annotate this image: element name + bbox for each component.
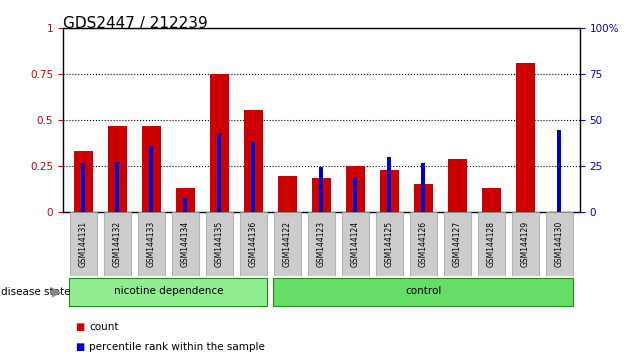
Bar [387,157,391,212]
Bar [353,177,357,212]
Bar [482,188,501,212]
Bar [278,176,297,212]
Text: GSM144133: GSM144133 [147,221,156,267]
Text: GSM144122: GSM144122 [283,221,292,267]
Text: GSM144132: GSM144132 [113,221,122,267]
FancyBboxPatch shape [444,212,471,276]
Bar [244,110,263,212]
FancyBboxPatch shape [375,212,403,276]
Bar [115,162,120,212]
FancyBboxPatch shape [206,212,233,276]
Text: GSM144136: GSM144136 [249,221,258,267]
Text: GSM144124: GSM144124 [351,221,360,267]
Bar [414,184,433,212]
Bar [108,126,127,212]
Text: GSM144129: GSM144129 [521,221,530,267]
FancyBboxPatch shape [138,212,165,276]
Text: GSM144131: GSM144131 [79,221,88,267]
Text: disease state: disease state [1,287,71,297]
Bar [251,142,255,212]
FancyBboxPatch shape [104,212,131,276]
Text: ■: ■ [76,322,85,332]
Bar [312,178,331,212]
Bar [516,63,535,212]
Text: GSM144128: GSM144128 [487,221,496,267]
Text: ▶: ▶ [52,286,61,298]
FancyBboxPatch shape [512,212,539,276]
Bar [217,133,221,212]
Text: GDS2447 / 212239: GDS2447 / 212239 [63,16,208,31]
Bar [74,151,93,212]
Text: GSM144135: GSM144135 [215,221,224,267]
FancyBboxPatch shape [69,278,267,306]
FancyBboxPatch shape [410,212,437,276]
FancyBboxPatch shape [273,278,573,306]
Text: count: count [89,322,119,332]
Text: GSM144123: GSM144123 [317,221,326,267]
Bar [210,74,229,212]
Text: GSM144126: GSM144126 [419,221,428,267]
FancyBboxPatch shape [546,212,573,276]
FancyBboxPatch shape [273,212,301,276]
Bar [142,126,161,212]
Bar [346,166,365,212]
Bar [183,198,187,212]
Bar [81,163,86,212]
Bar [149,146,154,212]
Bar [380,170,399,212]
Text: GSM144130: GSM144130 [554,221,564,267]
Text: GSM144134: GSM144134 [181,221,190,267]
Text: percentile rank within the sample: percentile rank within the sample [89,342,265,352]
Text: GSM144125: GSM144125 [385,221,394,267]
FancyBboxPatch shape [240,212,267,276]
FancyBboxPatch shape [307,212,335,276]
FancyBboxPatch shape [341,212,369,276]
Bar [421,163,425,212]
FancyBboxPatch shape [478,212,505,276]
Text: GSM144127: GSM144127 [453,221,462,267]
Bar [448,159,467,212]
FancyBboxPatch shape [172,212,199,276]
Bar [176,188,195,212]
Bar [557,130,561,212]
Bar [319,167,323,212]
Text: nicotine dependence: nicotine dependence [113,286,223,296]
Text: control: control [405,286,442,296]
Text: ■: ■ [76,342,85,352]
FancyBboxPatch shape [70,212,97,276]
